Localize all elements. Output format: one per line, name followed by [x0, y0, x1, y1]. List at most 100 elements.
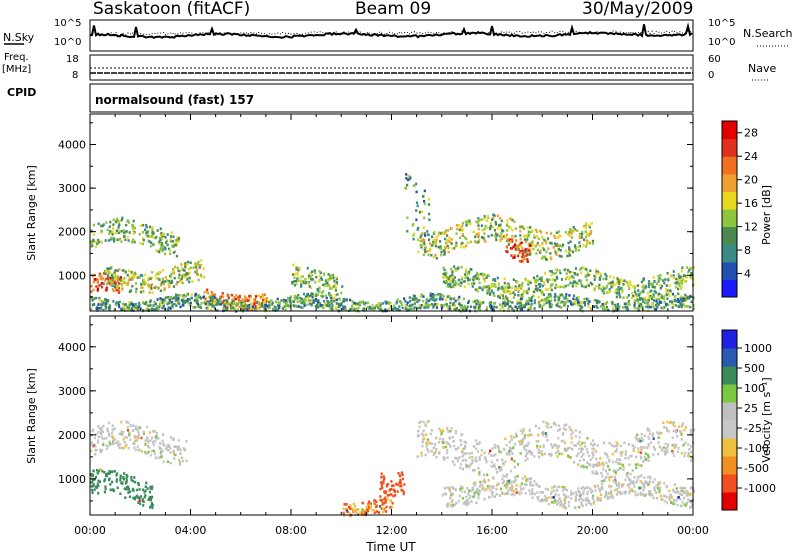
- data-cell: [536, 491, 539, 494]
- data-cell: [628, 486, 631, 489]
- data-cell: [559, 285, 562, 289]
- data-cell: [262, 305, 265, 308]
- data-cell: [680, 433, 683, 436]
- data-cell: [162, 304, 165, 308]
- data-cell: [507, 451, 510, 455]
- data-cell: [586, 498, 589, 502]
- data-cell: [147, 276, 150, 279]
- data-cell: [421, 232, 424, 235]
- data-cell: [363, 510, 366, 514]
- data-cell: [371, 508, 374, 512]
- data-cell: [161, 439, 164, 443]
- data-cell: [657, 274, 660, 278]
- data-cell: [333, 296, 336, 300]
- data-cell: [458, 302, 461, 306]
- data-cell: [594, 450, 598, 453]
- data-cell: [310, 292, 313, 295]
- data-cell: [189, 266, 192, 270]
- data-cell: [483, 232, 486, 235]
- data-cell: [420, 233, 423, 237]
- data-cell: [517, 286, 520, 290]
- data-cell: [172, 235, 175, 239]
- data-cell: [498, 494, 501, 497]
- data-cell: [124, 303, 127, 306]
- data-cell: [607, 464, 610, 468]
- data-cell: [465, 495, 468, 499]
- data-cell: [681, 501, 684, 504]
- data-cell: [567, 283, 570, 287]
- data-cell: [540, 279, 543, 282]
- data-cell: [558, 428, 561, 431]
- data-cell: [141, 231, 145, 234]
- data-cell: [200, 259, 203, 262]
- data-cell: [500, 219, 503, 223]
- data-cell: [481, 484, 484, 487]
- data-cell: [618, 282, 621, 285]
- data-cell: [543, 498, 546, 501]
- power-colorbar-label: Power [dB]: [760, 185, 773, 245]
- data-cell: [92, 288, 95, 292]
- data-cell: [408, 308, 411, 312]
- data-cell: [586, 299, 589, 302]
- data-cell: [145, 223, 148, 227]
- data-cell: [519, 301, 522, 305]
- data-cell: [430, 253, 433, 257]
- data-cell: [127, 278, 130, 282]
- data-cell: [563, 268, 566, 272]
- data-cell: [689, 294, 692, 298]
- data-cell: [446, 426, 449, 430]
- colorbar-tick-label: 100: [744, 382, 765, 395]
- data-cell: [486, 289, 489, 292]
- data-cell: [132, 303, 135, 306]
- data-cell: [617, 481, 620, 485]
- data-cell: [675, 487, 678, 490]
- data-cell: [397, 308, 400, 311]
- data-cell: [527, 307, 530, 310]
- data-cell: [617, 289, 620, 292]
- data-cell: [531, 229, 534, 232]
- data-cell: [147, 278, 150, 282]
- data-cell: [511, 218, 514, 222]
- data-cell: [98, 240, 101, 244]
- data-cell: [500, 293, 503, 297]
- data-cell: [549, 252, 552, 255]
- data-cell: [413, 306, 416, 309]
- data-cell: [113, 237, 116, 240]
- data-cell: [591, 489, 594, 493]
- data-cell: [477, 467, 480, 470]
- data-cell: [520, 297, 523, 301]
- data-cell: [120, 218, 123, 222]
- data-cell: [615, 493, 619, 496]
- data-cell: [550, 496, 553, 499]
- data-cell: [153, 452, 156, 456]
- data-cell: [295, 282, 298, 286]
- data-cell: [296, 271, 299, 275]
- data-cell: [550, 490, 553, 494]
- data-cell: [146, 487, 149, 490]
- data-cell: [479, 480, 482, 484]
- data-cell: [137, 436, 140, 440]
- data-cell: [131, 303, 134, 306]
- data-cell: [299, 275, 302, 279]
- data-cell: [487, 274, 490, 278]
- data-cell: [557, 445, 560, 448]
- data-cell: [352, 502, 355, 506]
- data-cell: [569, 446, 572, 450]
- data-cell: [550, 492, 553, 495]
- data-cell: [104, 485, 107, 488]
- data-cell: [143, 490, 146, 494]
- x-tick-label: 20:00: [577, 524, 609, 537]
- data-cell: [497, 286, 500, 290]
- data-cell: [505, 250, 508, 253]
- data-cell: [98, 272, 101, 276]
- data-cell: [134, 480, 137, 484]
- data-cell: [665, 302, 668, 306]
- data-cell: [209, 296, 212, 300]
- data-cell: [665, 291, 668, 294]
- data-cell: [544, 498, 547, 502]
- data-cell: [663, 499, 667, 503]
- data-cell: [513, 480, 516, 483]
- data-cell: [162, 245, 165, 248]
- data-cell: [485, 460, 488, 464]
- data-cell: [415, 182, 418, 186]
